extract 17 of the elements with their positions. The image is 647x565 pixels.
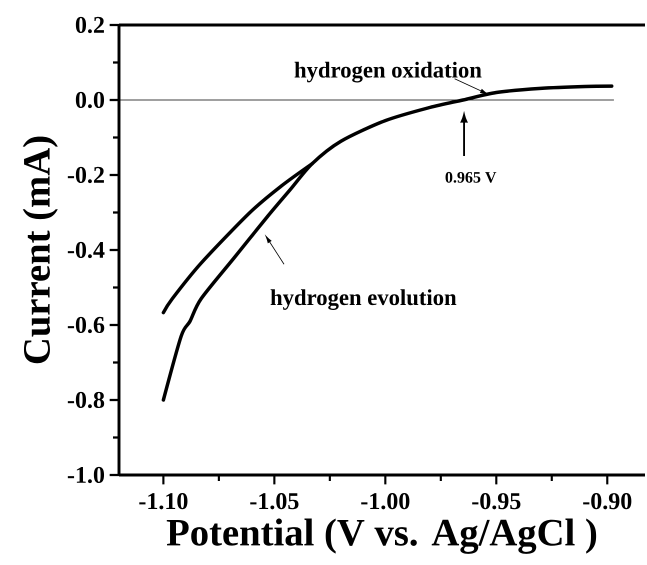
annotation: 0.965 V [446, 172, 496, 183]
y-tick-label: 0.2 [76, 16, 104, 34]
x-tick-label: -1.05 [250, 493, 298, 510]
y-axis-title: Current (mA) [22, 136, 58, 364]
x-axis-title: Potential (V vs. Ag/AgCl ) [166, 518, 596, 554]
y-tick-label: 0.0 [76, 92, 104, 108]
x-tick-label: -0.95 [472, 493, 520, 510]
y-tick-label: -0.2 [68, 166, 104, 184]
x-tick-label: -1.10 [139, 493, 188, 510]
y-tick-label: -1.0 [68, 466, 104, 484]
y-tick-label: -0.6 [68, 316, 104, 334]
y-tick-label: -0.4 [68, 242, 105, 258]
y-tick-label: -0.8 [68, 392, 104, 408]
x-tick-label: -0.90 [583, 493, 632, 510]
annotation: hydrogen evolution [270, 289, 456, 310]
x-tick-label: -1.00 [361, 493, 410, 510]
annotation: hydrogen oxidation [294, 62, 482, 82]
